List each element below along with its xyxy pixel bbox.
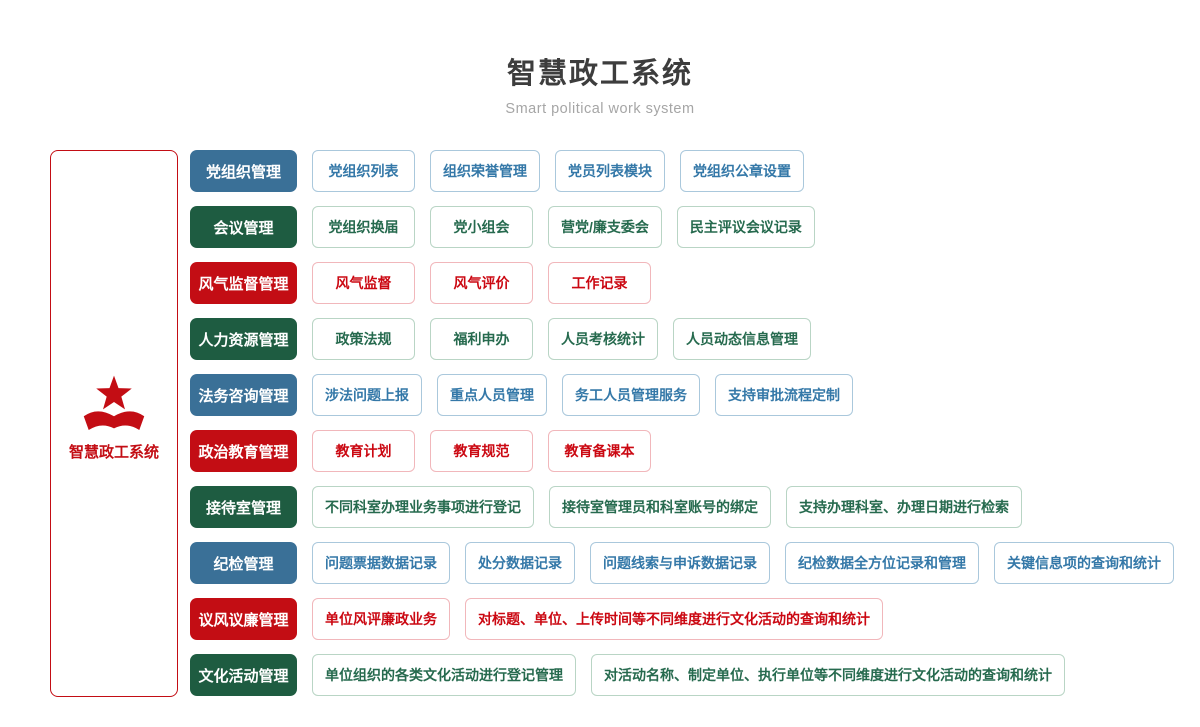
feature-button[interactable]: 风气评价 xyxy=(430,262,533,304)
feature-button[interactable]: 党组织换届 xyxy=(312,206,415,248)
feature-row: 人力资源管理 政策法规 福利申办 人员考核统计 人员动态信息管理 xyxy=(190,318,1174,360)
category-button[interactable]: 党组织管理 xyxy=(190,150,297,192)
feature-button[interactable]: 对标题、单位、上传时间等不同维度进行文化活动的查询和统计 xyxy=(465,598,883,640)
feature-button[interactable]: 重点人员管理 xyxy=(437,374,547,416)
feature-button[interactable]: 党员列表模块 xyxy=(555,150,665,192)
category-button[interactable]: 人力资源管理 xyxy=(190,318,297,360)
feature-button[interactable]: 工作记录 xyxy=(548,262,651,304)
feature-row: 纪检管理 问题票据数据记录 处分数据记录 问题线索与申诉数据记录 纪检数据全方位记录和管… xyxy=(190,542,1174,584)
feature-rows: 党组织管理 党组织列表 组织荣誉管理 党员列表模块 党组织公章设置 会议管理 党组织换届 党小… xyxy=(190,150,1174,696)
feature-button[interactable]: 党组织列表 xyxy=(312,150,415,192)
feature-row: 文化活动管理 单位组织的各类文化活动进行登记管理 对活动名称、制定单位、执行单位等不… xyxy=(190,654,1174,696)
feature-button[interactable]: 处分数据记录 xyxy=(465,542,575,584)
category-button[interactable]: 文化活动管理 xyxy=(190,654,297,696)
feature-button[interactable]: 政策法规 xyxy=(312,318,415,360)
page-subtitle: Smart political work system xyxy=(505,101,695,117)
feature-row: 政治教育管理 教育计划 教育规范 教育备课本 xyxy=(190,430,1174,472)
feature-button[interactable]: 单位风评廉政业务 xyxy=(312,598,450,640)
feature-button[interactable]: 涉法问题上报 xyxy=(312,374,422,416)
category-button[interactable]: 法务咨询管理 xyxy=(190,374,297,416)
category-button[interactable]: 会议管理 xyxy=(190,206,297,248)
feature-button[interactable]: 人员考核统计 xyxy=(548,318,658,360)
party-star-ribbon-icon xyxy=(83,375,145,430)
feature-button[interactable]: 接待室管理员和科室账号的绑定 xyxy=(549,486,771,528)
feature-row: 会议管理 党组织换届 党小组会 营党/廉支委会 民主评议会议记录 xyxy=(190,206,1174,248)
feature-button[interactable]: 教育备课本 xyxy=(548,430,651,472)
feature-button[interactable]: 支持审批流程定制 xyxy=(715,374,853,416)
feature-button[interactable]: 关键信息项的查询和统计 xyxy=(994,542,1174,584)
feature-button[interactable]: 党组织公章设置 xyxy=(680,150,804,192)
page-title: 智慧政工系统 xyxy=(506,58,693,90)
root-node: 智慧政工系统 xyxy=(50,150,178,697)
feature-row: 风气监督管理 风气监督 风气评价 工作记录 xyxy=(190,262,1174,304)
feature-button[interactable]: 组织荣誉管理 xyxy=(430,150,540,192)
feature-button[interactable]: 教育计划 xyxy=(312,430,415,472)
feature-button[interactable]: 问题线索与申诉数据记录 xyxy=(590,542,770,584)
feature-row: 接待室管理 不同科室办理业务事项进行登记 接待室管理员和科室账号的绑定 支持办理科室、… xyxy=(190,486,1174,528)
category-button[interactable]: 议风议廉管理 xyxy=(190,598,297,640)
feature-button[interactable]: 务工人员管理服务 xyxy=(562,374,700,416)
feature-button[interactable]: 纪检数据全方位记录和管理 xyxy=(785,542,979,584)
root-node-content: 智慧政工系统 xyxy=(69,372,159,462)
feature-button[interactable]: 福利申办 xyxy=(430,318,533,360)
feature-button[interactable]: 问题票据数据记录 xyxy=(312,542,450,584)
page-header: 智慧政工系统 Smart political work system xyxy=(0,0,1200,117)
feature-row: 法务咨询管理 涉法问题上报 重点人员管理 务工人员管理服务 支持审批流程定制 xyxy=(190,374,1174,416)
feature-button[interactable]: 风气监督 xyxy=(312,262,415,304)
category-button[interactable]: 纪检管理 xyxy=(190,542,297,584)
feature-button[interactable]: 营党/廉支委会 xyxy=(548,206,662,248)
feature-button[interactable]: 对活动名称、制定单位、执行单位等不同维度进行文化活动的查询和统计 xyxy=(591,654,1065,696)
category-button[interactable]: 政治教育管理 xyxy=(190,430,297,472)
feature-button[interactable]: 不同科室办理业务事项进行登记 xyxy=(312,486,534,528)
feature-row: 议风议廉管理 单位风评廉政业务 对标题、单位、上传时间等不同维度进行文化活动的查询和… xyxy=(190,598,1174,640)
category-button[interactable]: 接待室管理 xyxy=(190,486,297,528)
feature-button[interactable]: 人员动态信息管理 xyxy=(673,318,811,360)
feature-button[interactable]: 党小组会 xyxy=(430,206,533,248)
category-button[interactable]: 风气监督管理 xyxy=(190,262,297,304)
feature-button[interactable]: 教育规范 xyxy=(430,430,533,472)
feature-button[interactable]: 支持办理科室、办理日期进行检索 xyxy=(786,486,1022,528)
feature-button[interactable]: 民主评议会议记录 xyxy=(676,206,815,248)
feature-row: 党组织管理 党组织列表 组织荣誉管理 党员列表模块 党组织公章设置 xyxy=(190,150,1174,192)
feature-button[interactable]: 单位组织的各类文化活动进行登记管理 xyxy=(312,654,576,696)
root-label: 智慧政工系统 xyxy=(68,443,159,461)
